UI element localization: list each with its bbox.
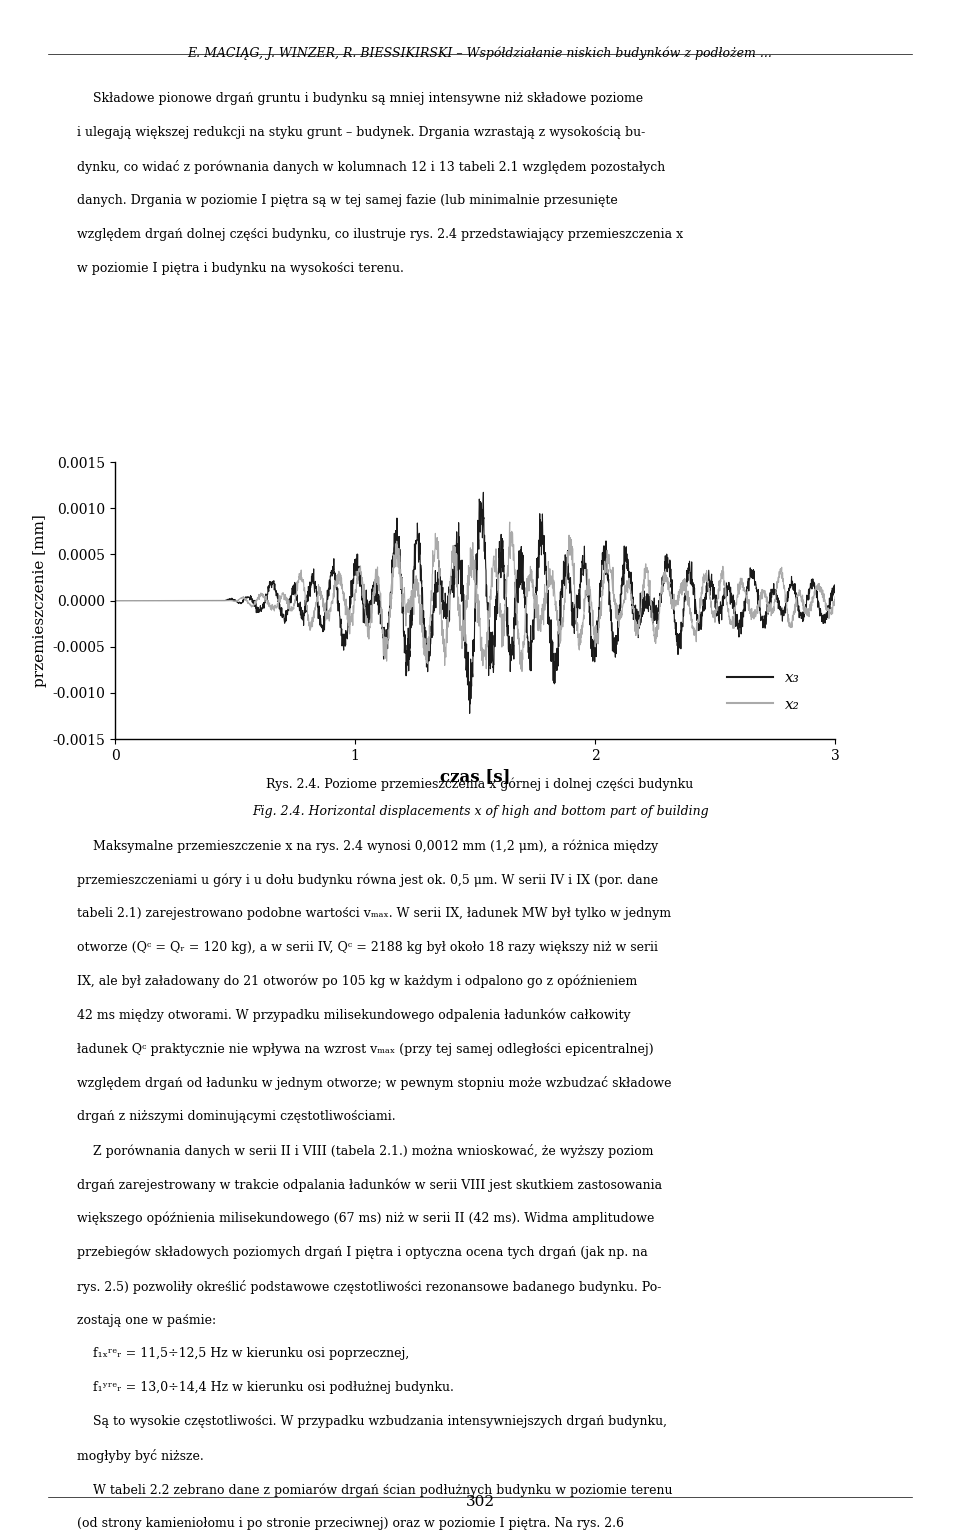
Text: przebiegów składowych poziomych drgań I piętra i optyczna ocena tych drgań (jak : przebiegów składowych poziomych drgań I … xyxy=(77,1246,648,1260)
x₃ xyxy=(797,602,808,621)
Text: w poziomie I piętra i budynku na wysokości terenu.: w poziomie I piętra i budynku na wysokoś… xyxy=(77,262,403,274)
Text: Maksymalne przemieszczenie x na rys. 2.4 wynosi 0,0012 mm (1,2 μm), a różnica mi: Maksymalne przemieszczenie x na rys. 2.4… xyxy=(77,839,658,853)
Y-axis label: przemieszczenie [mm]: przemieszczenie [mm] xyxy=(33,514,47,687)
x₃ xyxy=(396,584,407,602)
x₂ xyxy=(348,598,360,616)
x₂ xyxy=(829,587,841,605)
x₂ xyxy=(396,574,407,593)
Text: Fig. 2.4. Horizontal displacements x of high and bottom part of building: Fig. 2.4. Horizontal displacements x of … xyxy=(252,805,708,818)
Legend: x₃, x₂: x₃, x₂ xyxy=(721,665,806,718)
Text: (od strony kamieniołomu i po stronie przeciwnej) oraz w poziomie I piętra. Na ry: (od strony kamieniołomu i po stronie prz… xyxy=(77,1517,624,1529)
Line: x₃: x₃ xyxy=(115,493,835,713)
Text: drgań zarejestrowany w trakcie odpalania ładunków w serii VIII jest skutkiem zas: drgań zarejestrowany w trakcie odpalania… xyxy=(77,1178,662,1192)
x₂ xyxy=(252,585,264,604)
Text: IX, ale był załadowany do 21 otworów po 105 kg w każdym i odpalono go z opóźnien: IX, ale był załadowany do 21 otworów po … xyxy=(77,975,637,989)
Text: otworze (Qᶜ = Qᵣ = 120 kg), a w serii IV, Qᶜ = 2188 kg był około 18 razy większy: otworze (Qᶜ = Qᵣ = 120 kg), a w serii IV… xyxy=(77,941,658,953)
x₃ xyxy=(109,591,121,610)
Text: Rys. 2.4. Poziome przemieszczenia x górnej i dolnej części budynku: Rys. 2.4. Poziome przemieszczenia x górn… xyxy=(266,778,694,792)
x₃ xyxy=(348,554,360,573)
Text: f₁ₓʳᵉᵣ = 11,5÷12,5 Hz w kierunku osi poprzecznej,: f₁ₓʳᵉᵣ = 11,5÷12,5 Hz w kierunku osi pop… xyxy=(77,1348,409,1360)
x₂ xyxy=(504,513,516,531)
Text: tabeli 2.1) zarejestrowano podobne wartości vₘₐₓ. W serii IX, ładunek MW był tyl: tabeli 2.1) zarejestrowano podobne warto… xyxy=(77,907,671,919)
x₂ xyxy=(516,662,528,681)
Text: rys. 2.5) pozwoliły określić podstawowe częstotliwości rezonansowe badanego budy: rys. 2.5) pozwoliły określić podstawowe … xyxy=(77,1280,661,1294)
x₂ xyxy=(109,591,121,610)
Text: Z porównania danych w serii II i VIII (tabela 2.1.) można wnioskować, że wyższy : Z porównania danych w serii II i VIII (t… xyxy=(77,1144,654,1158)
Text: mogłyby być niższe.: mogłyby być niższe. xyxy=(77,1449,204,1463)
X-axis label: czas [s]: czas [s] xyxy=(440,768,511,785)
Text: Składowe pionowe drgań gruntu i budynku są mniej intensywne niż składowe poziome: Składowe pionowe drgań gruntu i budynku … xyxy=(77,92,643,105)
Text: przemieszczeniami u góry i u dołu budynku równa jest ok. 0,5 μm. W serii IV i IX: przemieszczeniami u góry i u dołu budynk… xyxy=(77,873,658,887)
Text: danych. Drgania w poziomie I piętra są w tej samej fazie (lub minimalnie przesun: danych. Drgania w poziomie I piętra są w… xyxy=(77,194,617,206)
Text: względem drgań dolnej części budynku, co ilustruje rys. 2.4 przedstawiający prze: względem drgań dolnej części budynku, co… xyxy=(77,228,683,240)
x₃ xyxy=(464,704,475,722)
Text: Są to wysokie częstotliwości. W przypadku wzbudzania intensywniejszych drgań bud: Są to wysokie częstotliwości. W przypadk… xyxy=(77,1415,667,1428)
x₂ xyxy=(547,579,559,598)
Text: E. MACIĄG, J. WINZER, R. BIESSIKIRSKI – Współdziałanie niskich budynków z podłoż: E. MACIĄG, J. WINZER, R. BIESSIKIRSKI – … xyxy=(187,46,773,60)
Text: f₁ʸʳᵉᵣ = 13,0÷14,4 Hz w kierunku osi podłużnej budynku.: f₁ʸʳᵉᵣ = 13,0÷14,4 Hz w kierunku osi pod… xyxy=(77,1381,454,1394)
x₃ xyxy=(829,578,841,596)
x₂ xyxy=(455,618,467,636)
Text: ładunek Qᶜ praktycznie nie wpływa na wzrost vₘₐₓ (przy tej samej odległości epic: ładunek Qᶜ praktycznie nie wpływa na wzr… xyxy=(77,1043,654,1055)
Text: 42 ms między otworami. W przypadku milisekundowego odpalenia ładunków całkowity: 42 ms między otworami. W przypadku milis… xyxy=(77,1009,631,1023)
Text: 302: 302 xyxy=(466,1495,494,1509)
Text: W tabeli 2.2 zebrano dane z pomiarów drgań ścian podłużnych budynku w poziomie t: W tabeli 2.2 zebrano dane z pomiarów drg… xyxy=(77,1483,672,1497)
Text: większego opóźnienia milisekundowego (67 ms) niż w serii II (42 ms). Widma ampli: większego opóźnienia milisekundowego (67… xyxy=(77,1212,654,1226)
x₃ xyxy=(547,641,559,659)
Text: dynku, co widać z porównania danych w kolumnach 12 i 13 tabeli 2.1 względem pozo: dynku, co widać z porównania danych w ko… xyxy=(77,160,665,174)
x₂ xyxy=(797,590,808,608)
Text: względem drgań od ładunku w jednym otworze; w pewnym stopniu może wzbudzać skład: względem drgań od ładunku w jednym otwor… xyxy=(77,1076,671,1090)
x₃ xyxy=(478,484,490,502)
x₃ xyxy=(252,601,264,619)
Line: x₂: x₂ xyxy=(115,522,835,671)
Text: drgań z niższymi dominującymi częstotliwościami.: drgań z niższymi dominującymi częstotliw… xyxy=(77,1110,396,1123)
Text: i ulegają większej redukcji na styku grunt – budynek. Drgania wzrastają z wysoko: i ulegają większej redukcji na styku gru… xyxy=(77,126,645,139)
x₃ xyxy=(455,559,467,578)
Text: zostają one w paśmie:: zostają one w paśmie: xyxy=(77,1314,216,1326)
